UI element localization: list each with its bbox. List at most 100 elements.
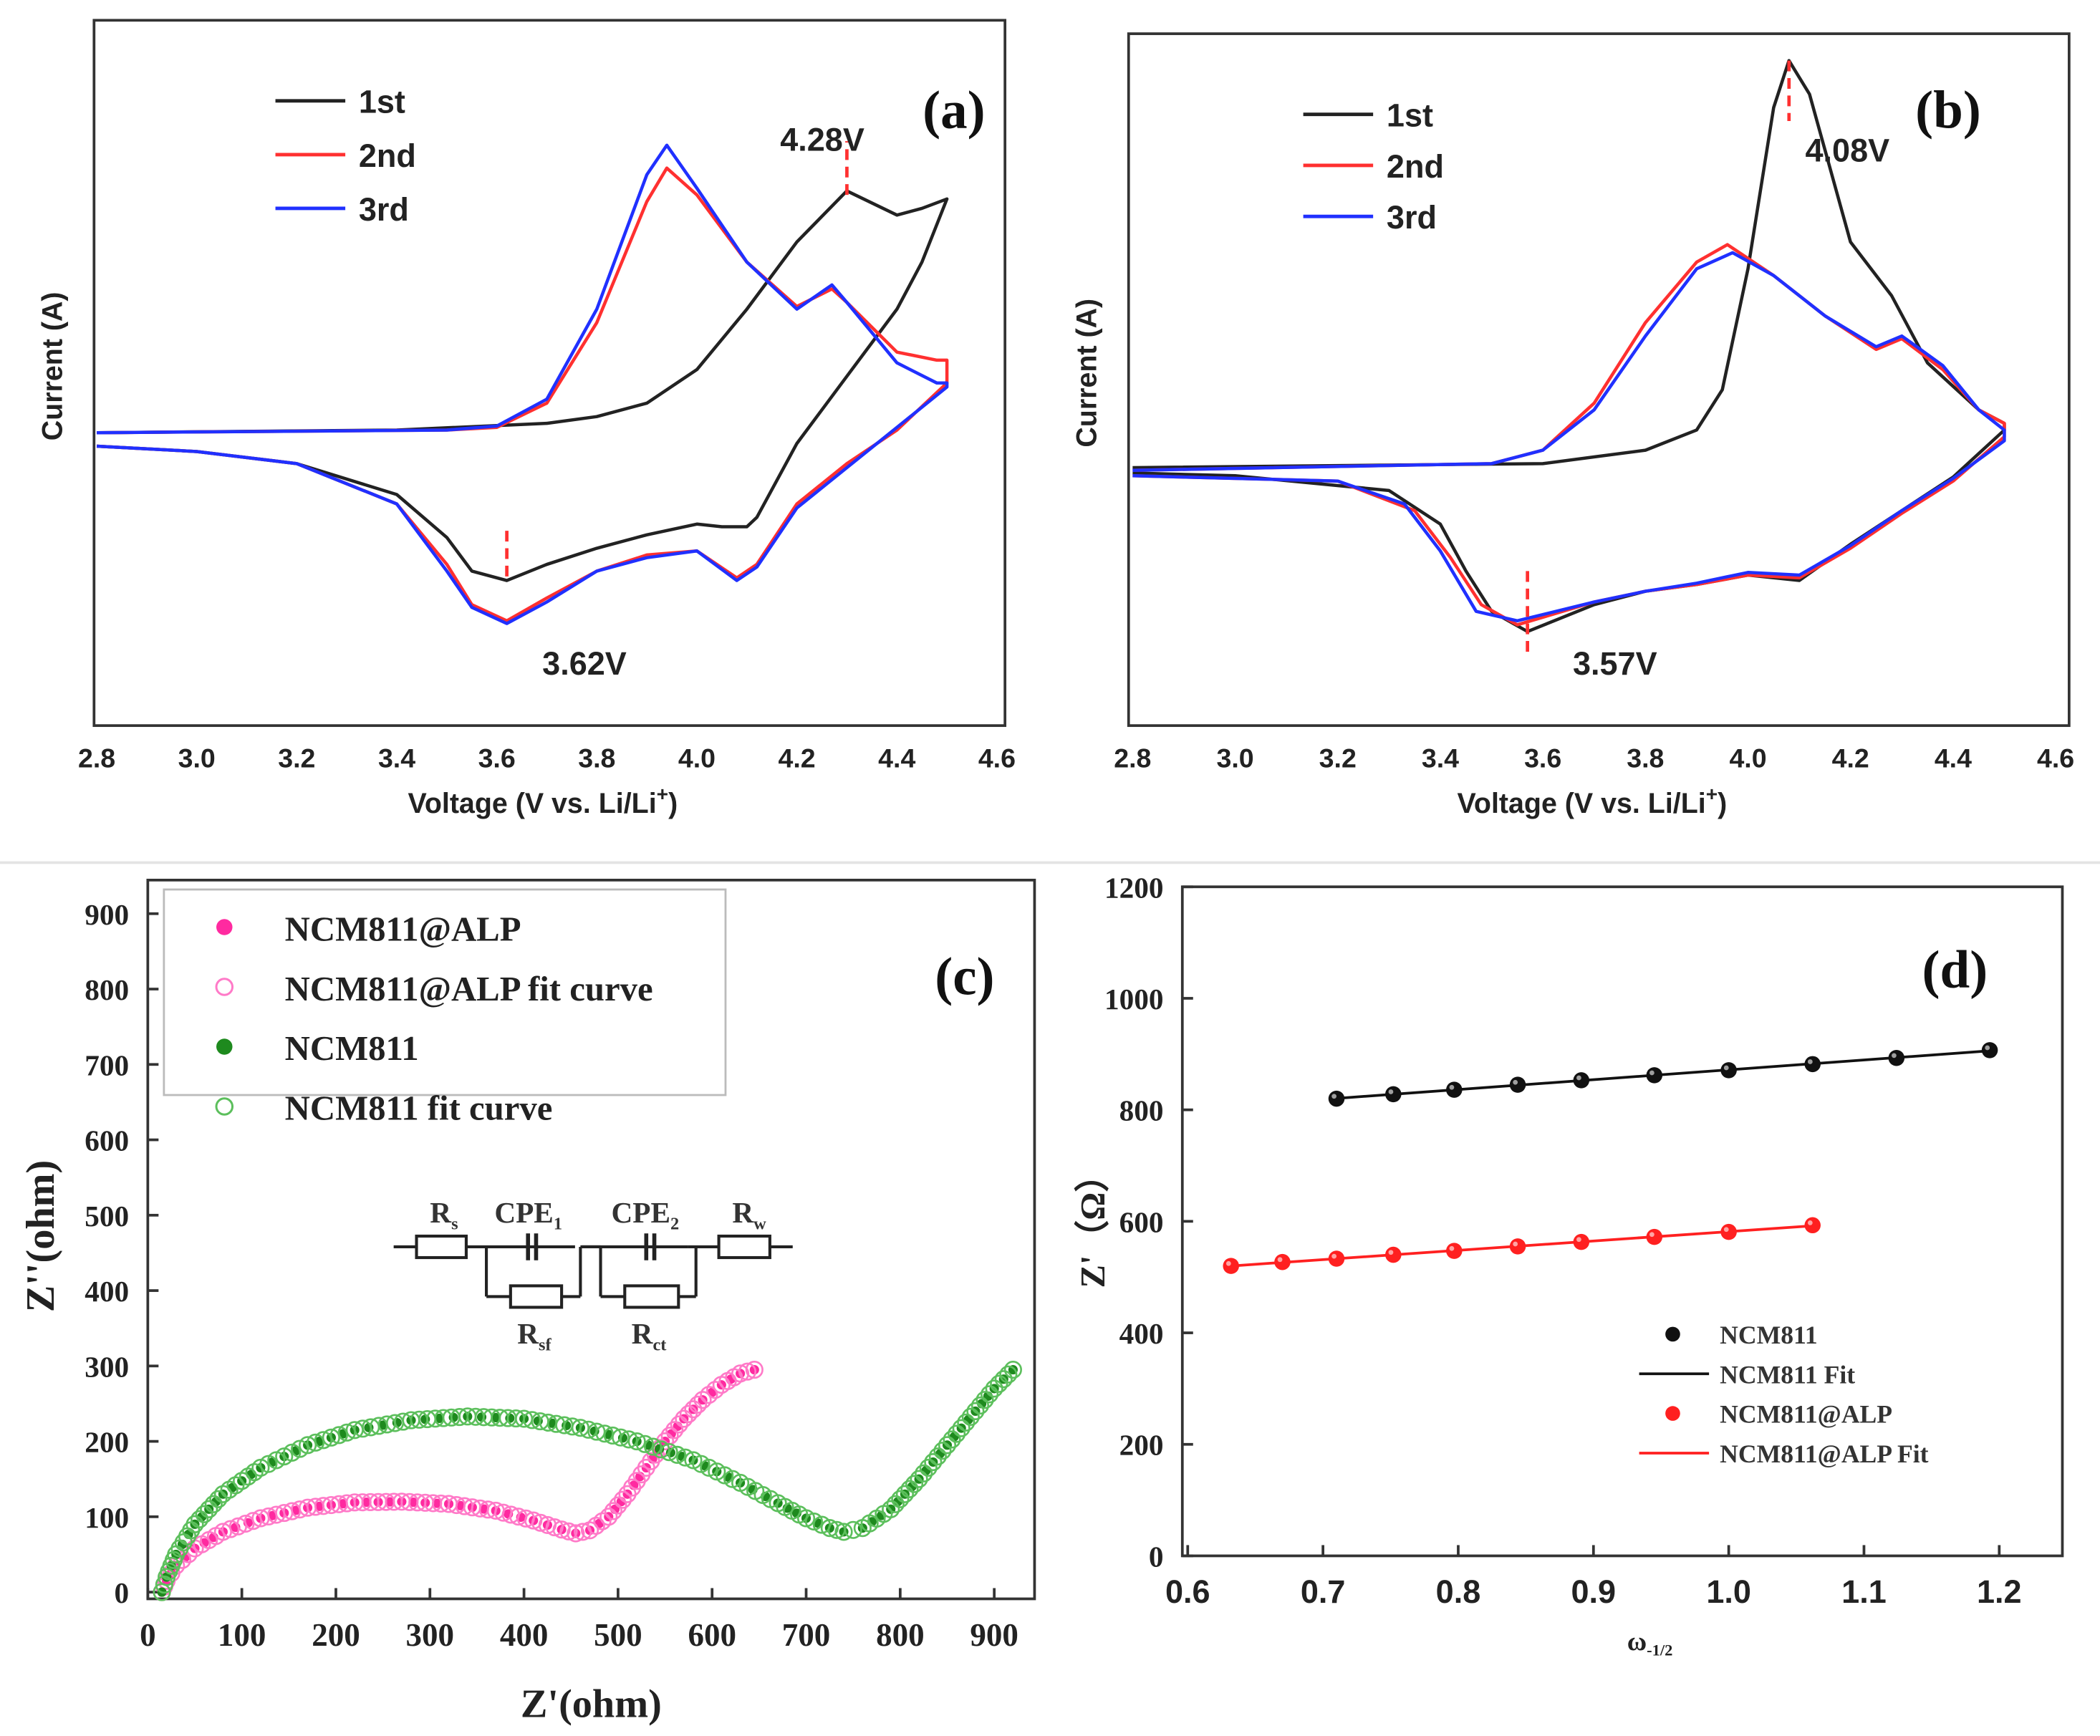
fit-point bbox=[660, 1443, 678, 1462]
data-point bbox=[491, 1412, 501, 1422]
x-tick-label: 4.4 bbox=[878, 743, 915, 773]
data-point bbox=[338, 1499, 348, 1509]
circuit-label-main: R bbox=[517, 1317, 539, 1350]
x-axis-label-end: ) bbox=[1718, 788, 1727, 819]
data-point bbox=[547, 1418, 557, 1428]
data-point bbox=[197, 1512, 207, 1522]
resistor-symbol bbox=[623, 1284, 680, 1309]
legend-marker bbox=[1665, 1406, 1680, 1421]
y-tick-label: 500 bbox=[85, 1200, 129, 1233]
fit-point bbox=[700, 1386, 718, 1404]
x-tick-label: 0.6 bbox=[1165, 1573, 1210, 1610]
fit-point bbox=[314, 1431, 333, 1450]
data-point bbox=[267, 1510, 277, 1520]
legend-label: 3rd bbox=[359, 191, 409, 228]
fit-point bbox=[948, 1424, 966, 1443]
fit-point bbox=[985, 1379, 1003, 1398]
data-point bbox=[1573, 1072, 1590, 1089]
x-axis-label-sup: + bbox=[657, 783, 668, 805]
equivalent-circuit-diagram bbox=[393, 1233, 793, 1309]
fit-point bbox=[665, 1421, 684, 1440]
fit-point bbox=[693, 1391, 712, 1409]
y-tick-label: 200 bbox=[85, 1426, 129, 1459]
data-point bbox=[1981, 1042, 1998, 1059]
data-point bbox=[1646, 1067, 1663, 1084]
point-highlight bbox=[1576, 1075, 1581, 1081]
point-highlight bbox=[1723, 1065, 1729, 1071]
x-tick-label: 2.8 bbox=[1114, 743, 1151, 773]
fit-point bbox=[905, 1475, 924, 1493]
x-tick-label: 4.0 bbox=[678, 743, 716, 773]
x-tick-label: 0.8 bbox=[1436, 1573, 1481, 1610]
fit-point bbox=[928, 1447, 947, 1466]
plot-frame bbox=[1127, 32, 2071, 728]
data-point bbox=[385, 1497, 395, 1507]
circuit-label-main: CPE bbox=[612, 1196, 671, 1229]
fit-point bbox=[1003, 1361, 1022, 1379]
point-highlight bbox=[1331, 1253, 1337, 1259]
x-tick-label: 3.6 bbox=[1524, 743, 1561, 773]
data-point bbox=[1720, 1223, 1737, 1240]
x-tick-label: 3.0 bbox=[1216, 743, 1253, 773]
fit-point bbox=[599, 1508, 618, 1526]
fit-point bbox=[915, 1464, 933, 1482]
point-highlight bbox=[1331, 1094, 1337, 1099]
data-point bbox=[1804, 1056, 1821, 1073]
fit-point bbox=[970, 1397, 990, 1415]
legend-label: NCM811 Fit bbox=[1720, 1360, 1855, 1389]
legend-label: 3rd bbox=[1387, 199, 1437, 236]
x-tick-label: 2.8 bbox=[78, 743, 115, 773]
point-highlight bbox=[1807, 1059, 1813, 1064]
circuit-label-main: CPE bbox=[494, 1196, 554, 1229]
fit-point bbox=[604, 1502, 622, 1520]
y-axis-label: Z''(ohm) bbox=[19, 1160, 63, 1313]
fit-point bbox=[919, 1458, 938, 1477]
point-highlight bbox=[1576, 1237, 1581, 1243]
fit-point bbox=[834, 1523, 853, 1541]
x-axis-label-sub: -1/2 bbox=[1647, 1641, 1672, 1659]
resistor-symbol bbox=[415, 1234, 468, 1260]
fit-point bbox=[627, 1432, 646, 1451]
data-point bbox=[1446, 1081, 1463, 1098]
point-highlight bbox=[1985, 1045, 1990, 1051]
x-tick-label: 100 bbox=[218, 1617, 266, 1653]
data-point bbox=[378, 1420, 388, 1430]
point-highlight bbox=[1892, 1053, 1897, 1059]
peak-label: 4.28V bbox=[780, 121, 864, 158]
x-axis-label: Voltage (V vs. Li/Li+) bbox=[1458, 783, 1728, 819]
legend-marker bbox=[215, 1097, 234, 1116]
fit-point bbox=[943, 1430, 961, 1449]
fit-point bbox=[938, 1436, 957, 1455]
fit-point bbox=[891, 1490, 910, 1508]
peak-label: 3.57V bbox=[1573, 645, 1657, 682]
x-axis-label: Z'(ohm) bbox=[521, 1682, 662, 1727]
fit-point bbox=[924, 1452, 943, 1472]
data-point bbox=[479, 1504, 489, 1514]
y-tick-label: 900 bbox=[85, 898, 129, 931]
y-tick-label: 600 bbox=[85, 1124, 129, 1157]
data-point bbox=[1509, 1076, 1526, 1093]
data-point bbox=[1720, 1062, 1737, 1079]
circuit-label: Rct bbox=[632, 1317, 668, 1354]
circuit-label-main: R bbox=[430, 1196, 452, 1229]
fit-point bbox=[670, 1415, 688, 1434]
data-point bbox=[1385, 1246, 1402, 1263]
fit-point bbox=[173, 1551, 192, 1569]
x-tick-label: 3.6 bbox=[478, 743, 516, 773]
x-axis-label-sup: + bbox=[1706, 783, 1718, 805]
point-highlight bbox=[1513, 1241, 1518, 1247]
cv-curve-1st bbox=[1132, 59, 2006, 634]
legend-label: NCM811@ALP bbox=[1720, 1400, 1892, 1429]
fit-point bbox=[552, 1520, 571, 1539]
panel-label: (a) bbox=[923, 80, 985, 140]
y-tick-label: 1000 bbox=[1104, 983, 1164, 1016]
data-point bbox=[1328, 1090, 1345, 1107]
data-point bbox=[362, 1498, 372, 1508]
x-tick-label: 3.4 bbox=[378, 743, 415, 773]
point-highlight bbox=[1388, 1250, 1394, 1255]
legend-label: NCM811@ALP Fit bbox=[1720, 1440, 1929, 1468]
fit-point bbox=[668, 1445, 687, 1464]
y-axis-label: Current (A) bbox=[1071, 299, 1103, 448]
legend-marker bbox=[215, 978, 234, 996]
fit-point bbox=[882, 1500, 900, 1518]
